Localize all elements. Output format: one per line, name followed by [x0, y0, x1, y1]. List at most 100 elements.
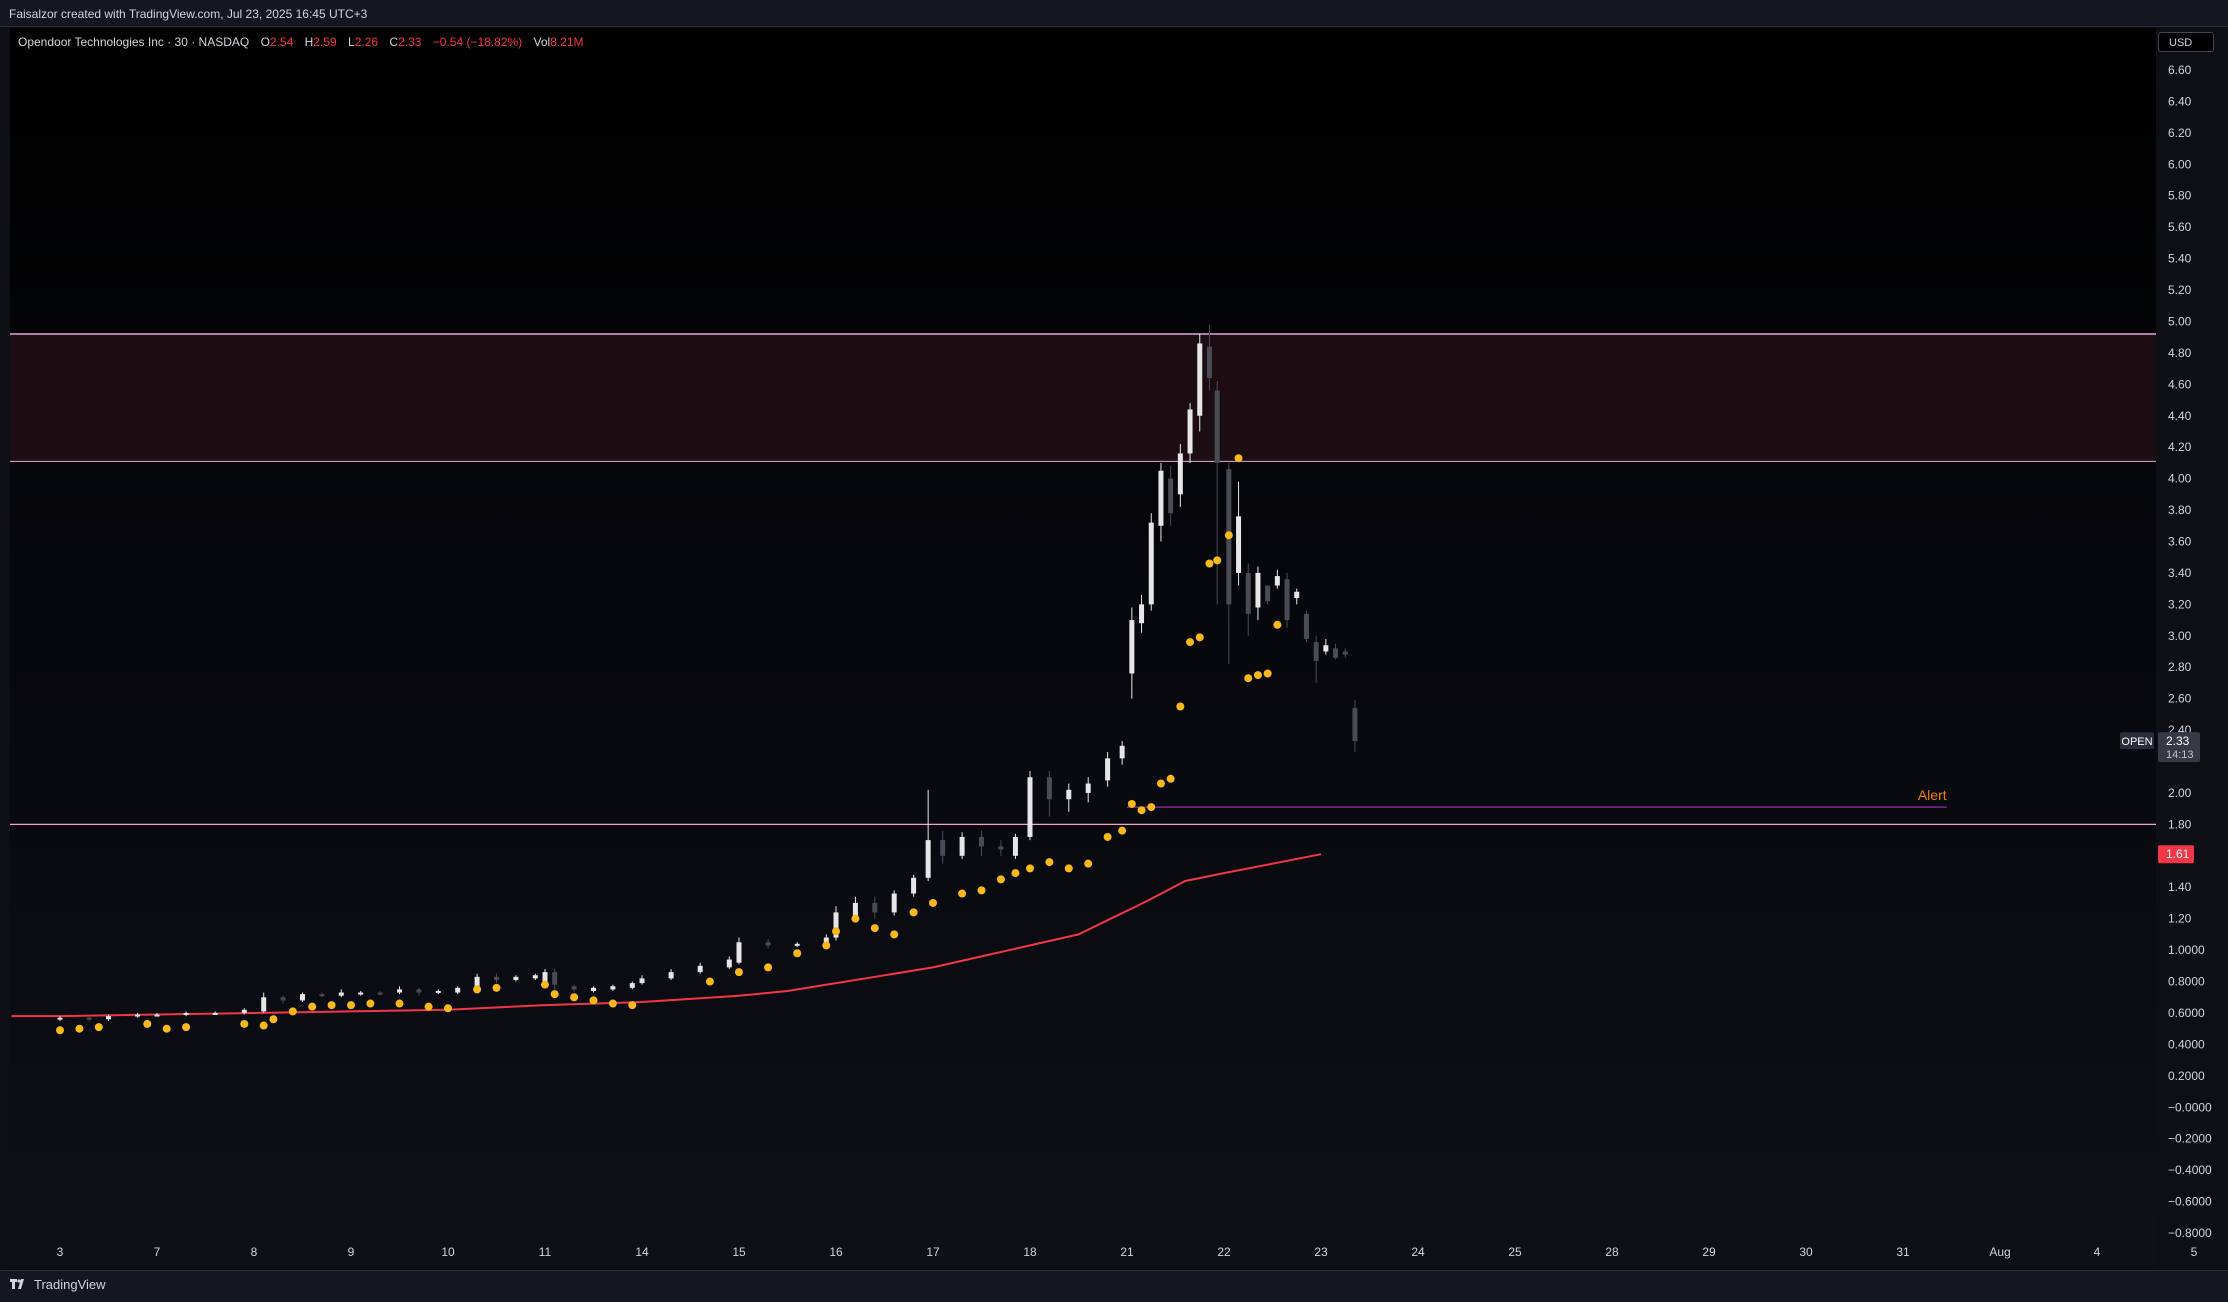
candle-9 [280, 995, 286, 1004]
candle-37 [833, 906, 839, 941]
signal-dot-50 [1166, 774, 1175, 783]
candle-body [212, 1012, 218, 1015]
y-tick-label-13: 4.00 [2168, 472, 2192, 486]
x-tick-label-5: 11 [539, 1245, 552, 1259]
candle-59 [1177, 444, 1183, 507]
candle-body [1066, 789, 1072, 800]
candle-32 [726, 956, 732, 969]
y-tick-label-14: 3.80 [2168, 503, 2192, 517]
signal-dot-5 [182, 1023, 191, 1032]
candle-body [1265, 585, 1271, 602]
candle-body [823, 937, 829, 944]
price-chart[interactable]: Alert 6.60 6.40 6.20 6.00 5.80 5.60 5.40 5.20 5.0… [0, 0, 2228, 1270]
y-tick-label-29: 0.4000 [2168, 1037, 2205, 1051]
candle-13 [358, 990, 364, 996]
candle-body [629, 983, 635, 988]
candle-40 [891, 890, 897, 916]
candle-body [610, 986, 616, 990]
signal-dot-44 [1103, 832, 1112, 841]
signal-dot-37 [977, 886, 986, 895]
chart-pane[interactable] [10, 28, 2156, 1265]
signal-dot-10 [308, 1002, 317, 1011]
y-tick-label-18: 3.00 [2168, 629, 2192, 643]
y-tick-label-27: 0.8000 [2168, 975, 2205, 989]
signal-dot-7 [259, 1021, 268, 1030]
candle-66 [1245, 563, 1251, 636]
candle-body [319, 994, 325, 997]
brand-name: TradingView [34, 1277, 106, 1292]
candle-body [736, 942, 742, 963]
y-tick-label-7: 5.20 [2168, 283, 2192, 297]
open-tag-label: OPEN [2121, 736, 2152, 748]
tradingview-logo-icon [10, 1277, 28, 1292]
candle-11 [319, 992, 325, 998]
candle-body [794, 943, 800, 946]
y-tick-label-15: 3.60 [2168, 534, 2192, 548]
candle-body [1129, 620, 1135, 674]
candle-28 [629, 981, 635, 990]
x-tick-label-9: 17 [926, 1245, 940, 1259]
x-tick-label-0: 3 [57, 1245, 64, 1259]
signal-dot-18 [492, 983, 501, 992]
x-tick-label-20: Aug [1989, 1245, 2010, 1259]
signal-dot-42 [1064, 864, 1073, 873]
volume-label: Vol [533, 35, 551, 49]
candle-30 [668, 968, 674, 980]
candle-26 [591, 986, 596, 993]
y-tick-label-35: −0.8000 [2168, 1226, 2212, 1240]
y-tick-label-33: −0.4000 [2168, 1163, 2212, 1177]
candle-body [925, 840, 931, 878]
candle-body [338, 992, 344, 996]
top-caption-bar: Faisalzor created with TradingView.com, … [0, 0, 2228, 27]
candle-body [280, 997, 286, 1001]
candle-61 [1197, 334, 1203, 432]
signal-dot-61 [1273, 620, 1282, 629]
ma-value-badge [2158, 845, 2194, 864]
candle-body [300, 994, 305, 1001]
candle-46 [998, 840, 1004, 856]
candle-body [940, 840, 946, 856]
candle-body [891, 893, 897, 913]
candle-25 [571, 984, 577, 993]
candle-69 [1274, 569, 1280, 589]
x-tick-label-6: 14 [635, 1245, 649, 1259]
signal-dot-58 [1244, 674, 1253, 683]
volume-value: 8.21M [550, 35, 584, 49]
candle-71 [1294, 588, 1300, 605]
signal-dot-2 [94, 1023, 103, 1032]
signal-dot-43 [1084, 859, 1093, 868]
candle-body [513, 976, 519, 980]
signal-dot-4 [162, 1024, 171, 1033]
candle-60 [1187, 403, 1193, 463]
candle-49 [1046, 770, 1052, 817]
candle-70 [1284, 572, 1290, 628]
y-tick-label-34: −0.6000 [2168, 1195, 2212, 1209]
y-tick-label-17: 3.20 [2168, 597, 2192, 611]
y-tick-label-8: 5.00 [2168, 314, 2192, 328]
open-tag-bg [2120, 732, 2154, 750]
candle-16 [416, 987, 422, 996]
x-tick-label-22: 5 [2191, 1245, 2198, 1259]
signal-dot-6 [240, 1019, 249, 1028]
candle-4 [154, 1012, 160, 1017]
x-tick-label-15: 25 [1508, 1245, 1522, 1259]
symbol-legend: Opendoor Technologies Inc · 30 · NASDAQ … [18, 35, 584, 49]
x-tick-label-4: 10 [441, 1245, 455, 1259]
candle-17 [435, 989, 441, 995]
candle-body [455, 987, 461, 993]
candle-65 [1236, 481, 1242, 586]
signal-dot-17 [473, 985, 482, 994]
candle-body [833, 912, 839, 938]
candle-73 [1313, 635, 1319, 683]
y-tick-label-19: 2.80 [2168, 660, 2192, 674]
y-tick-label-5: 5.60 [2168, 220, 2192, 234]
y-tick-label-23: 1.80 [2168, 817, 2192, 831]
x-tick-label-1: 7 [154, 1245, 161, 1259]
y-tick-label-26: 1.0000 [2168, 943, 2205, 957]
candle-12 [338, 989, 344, 998]
currency-button[interactable]: USD [2158, 32, 2214, 52]
y-tick-label-22: 2.00 [2168, 786, 2192, 800]
footer-brand[interactable]: TradingView [10, 1277, 106, 1292]
low-label: L [348, 35, 355, 49]
signal-dot-9 [288, 1007, 297, 1016]
